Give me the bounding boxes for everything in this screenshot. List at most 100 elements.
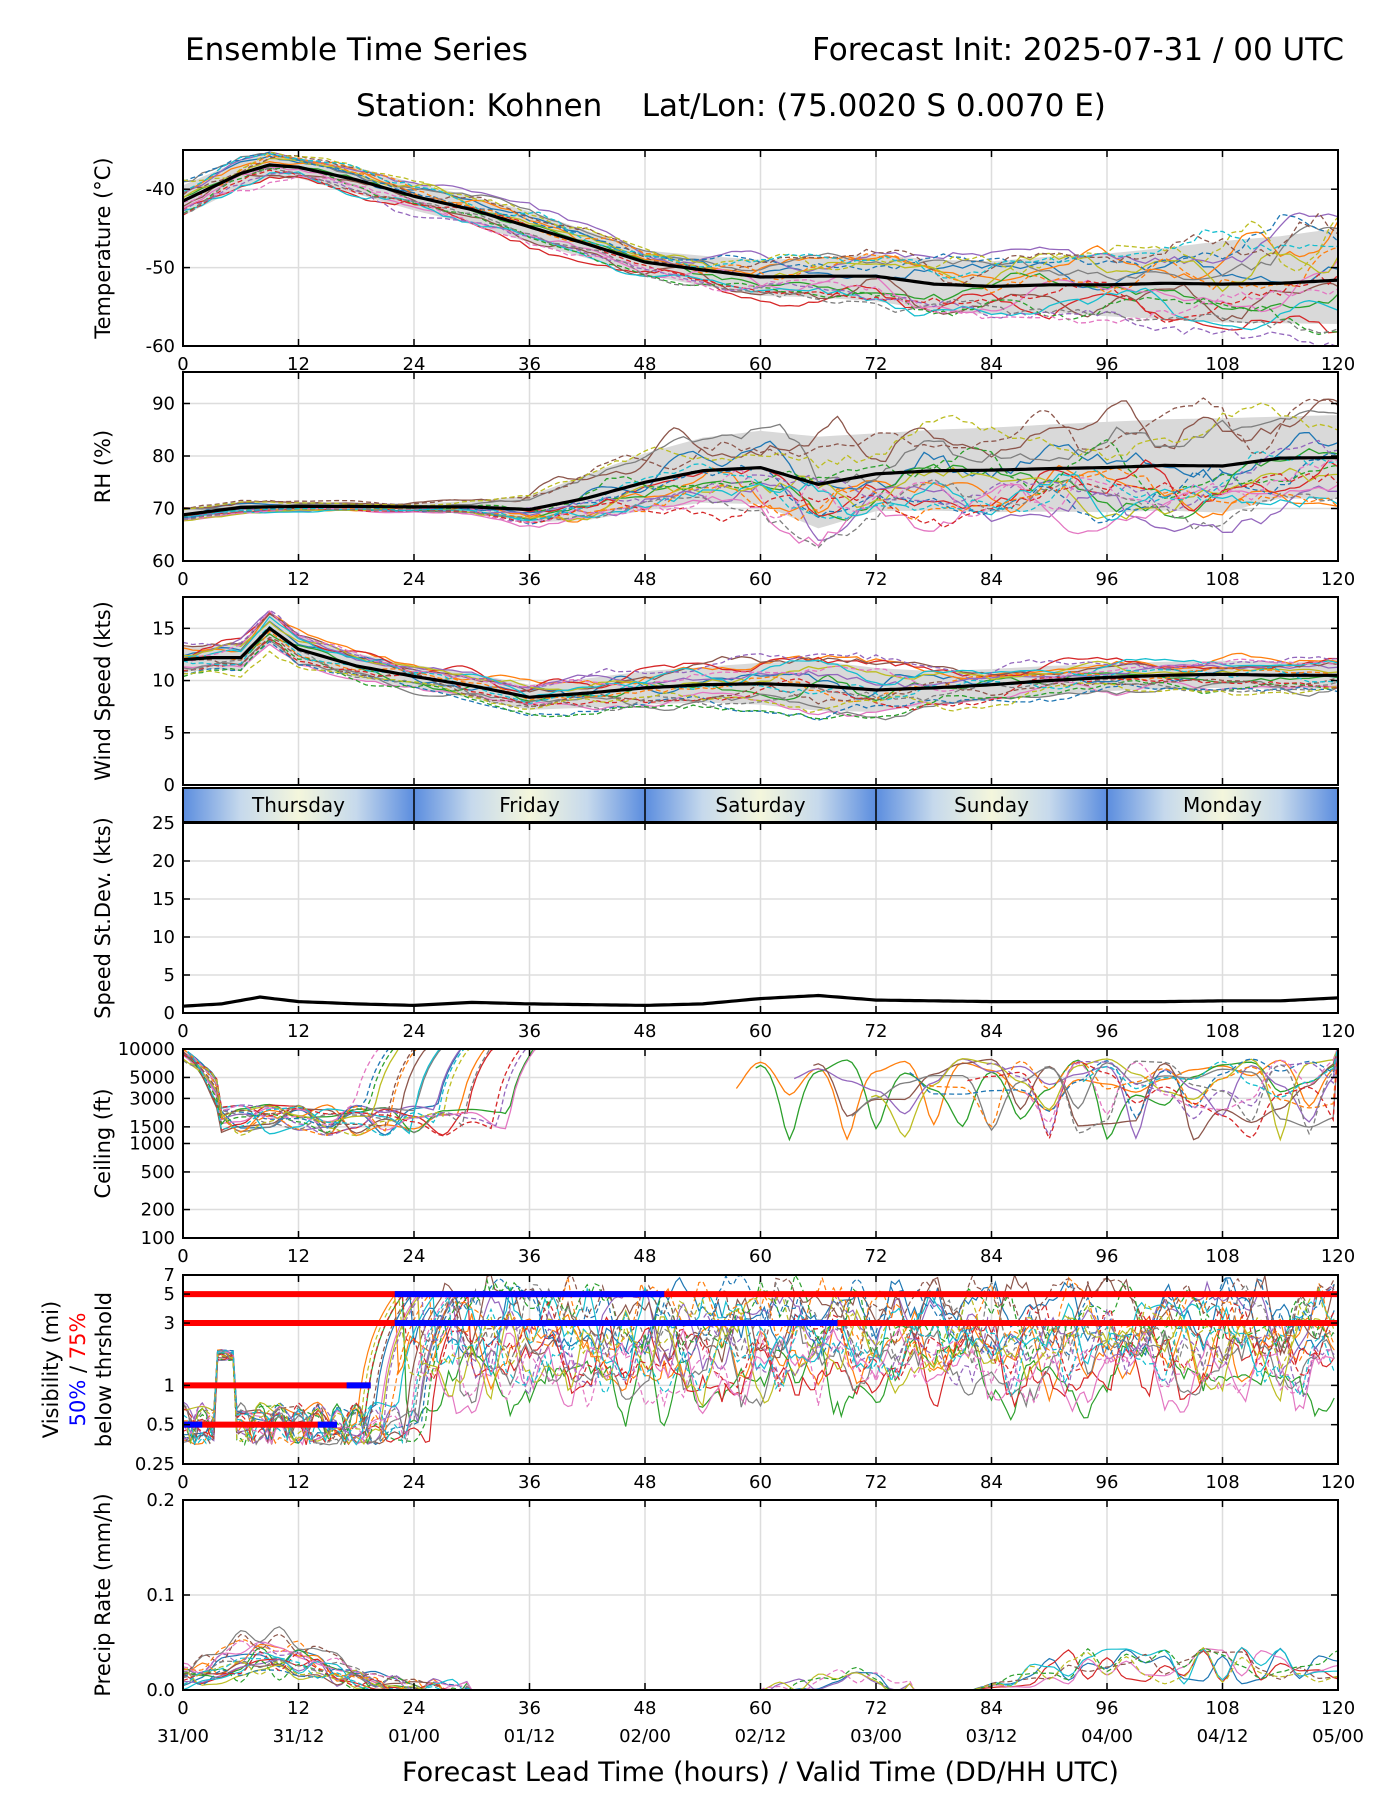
member-line [183, 610, 1338, 692]
member-line [755, 1049, 1338, 1142]
member-line [187, 1049, 380, 1126]
x-tick-label: 108 [1205, 569, 1239, 590]
y-tick-label: 70 [152, 499, 175, 520]
grid-lines [182, 822, 1339, 1014]
panel-speed-stdev: 25 20 15 10 5 00 12 24 36 48 60 72 84 96 108 120 Speed S… [91, 813, 1355, 1042]
y-tick-label: 5 [164, 965, 175, 986]
member-line [183, 478, 1338, 549]
x-tick-label: 96 [1096, 354, 1119, 375]
member-line [183, 1275, 1335, 1446]
x-tick-label: 120 [1321, 1472, 1355, 1493]
x-tick-label: 36 [518, 569, 541, 590]
x-tick-label: 72 [865, 1698, 888, 1719]
x-tick-label: 96 [1096, 1021, 1119, 1042]
member-line [183, 639, 1338, 721]
x-tick-label: 0 [177, 354, 188, 375]
member-line [183, 1659, 1338, 1690]
x-tick-label: 84 [980, 1021, 1003, 1042]
y-tick-label: 5000 [129, 1067, 175, 1088]
day-label: Saturday [715, 793, 805, 817]
y-tick-label: 15 [152, 618, 175, 639]
y-tick-label: 100 [141, 1228, 175, 1249]
valid-time-label: 31/12 [273, 1726, 325, 1747]
y-tick-label: 0.5 [146, 1415, 175, 1436]
member-line [183, 1295, 1335, 1445]
x-tick-label: 48 [634, 569, 657, 590]
spread-band [183, 415, 1338, 529]
y-tick-label: -40 [146, 179, 175, 200]
member-line [183, 1049, 471, 1137]
member-line [183, 1293, 1335, 1446]
plot-area [183, 151, 1338, 346]
y-tick-label: 200 [141, 1200, 175, 1221]
valid-time-label: 01/12 [504, 1726, 556, 1747]
member-line [183, 1281, 1335, 1446]
x-tick-label: 0 [177, 1021, 188, 1042]
y-tick-label: 5 [164, 723, 175, 744]
station-line: Station: Kohnen Lat/Lon: (75.0020 S 0.00… [356, 88, 1106, 124]
member-line [183, 1641, 1338, 1690]
x-tick-label: 84 [980, 1698, 1003, 1719]
member-line [871, 1049, 1338, 1142]
member-line [1044, 1049, 1338, 1136]
x-tick-label: 12 [287, 569, 310, 590]
x-tick-label: 48 [634, 1246, 657, 1267]
y-axis-label: Ceiling (ft) [91, 1088, 115, 1198]
panel-temperature: -40 -50 -600 12 24 36 48 60 72 84 96 108 120 Temperat… [91, 149, 1355, 375]
member-line [183, 1049, 538, 1131]
y-tick-label: 10000 [118, 1039, 175, 1060]
x-tick-label: 12 [287, 1021, 310, 1042]
member-line [183, 1646, 1338, 1690]
x-tick-label: 72 [865, 1021, 888, 1042]
member-line [183, 1275, 1335, 1446]
chart-title-left: Ensemble Time Series [185, 32, 528, 68]
plot-area [183, 609, 1338, 721]
day-label: Thursday [251, 793, 345, 817]
valid-time-label: 02/12 [735, 1726, 787, 1747]
y-axis-label-line3: below thrshold [92, 1292, 116, 1447]
y-tick-label: 3 [164, 1313, 175, 1334]
x-tick-label: 60 [749, 1698, 772, 1719]
valid-time-label: 02/00 [619, 1726, 671, 1747]
valid-time-label: 05/00 [1312, 1726, 1364, 1747]
y-tick-label: 0 [164, 775, 175, 796]
x-tick-label: 48 [634, 1472, 657, 1493]
member-line [183, 1293, 1335, 1444]
member-line [183, 637, 1338, 720]
x-tick-label: 120 [1321, 569, 1355, 590]
member-line [183, 1049, 418, 1136]
plot-area [183, 397, 1338, 549]
x-tick-label: 36 [518, 1472, 541, 1493]
member-line [183, 620, 1338, 692]
y-tick-label: 0.1 [146, 1585, 175, 1606]
x-tick-label: 12 [287, 354, 310, 375]
member-line [183, 638, 1338, 711]
member-line [183, 1292, 1335, 1446]
y-tick-label: 20 [152, 851, 175, 872]
x-tick-label: 120 [1321, 1698, 1355, 1719]
x-tick-label: 36 [518, 1246, 541, 1267]
y-tick-label: 5 [164, 1284, 175, 1305]
x-tick-label: 120 [1321, 1246, 1355, 1267]
plot-area [183, 1049, 1338, 1142]
day-cell [1107, 788, 1338, 822]
member-line [183, 1626, 1338, 1690]
valid-time-label: 03/12 [966, 1726, 1018, 1747]
x-tick-label: 108 [1205, 1021, 1239, 1042]
x-tick-label: 24 [403, 569, 426, 590]
x-tick-label: 12 [287, 1246, 310, 1267]
member-line [183, 151, 1338, 276]
valid-time-label: 03/00 [850, 1726, 902, 1747]
x-tick-label: 72 [865, 354, 888, 375]
y-tick-label: 90 [152, 394, 175, 415]
member-line [183, 175, 1338, 334]
member-line [183, 1295, 1335, 1445]
member-line [183, 166, 1338, 314]
x-tick-label: 96 [1096, 1246, 1119, 1267]
x-tick-label: 108 [1205, 1472, 1239, 1493]
x-tick-label: 96 [1096, 569, 1119, 590]
day-label: Friday [499, 793, 560, 817]
